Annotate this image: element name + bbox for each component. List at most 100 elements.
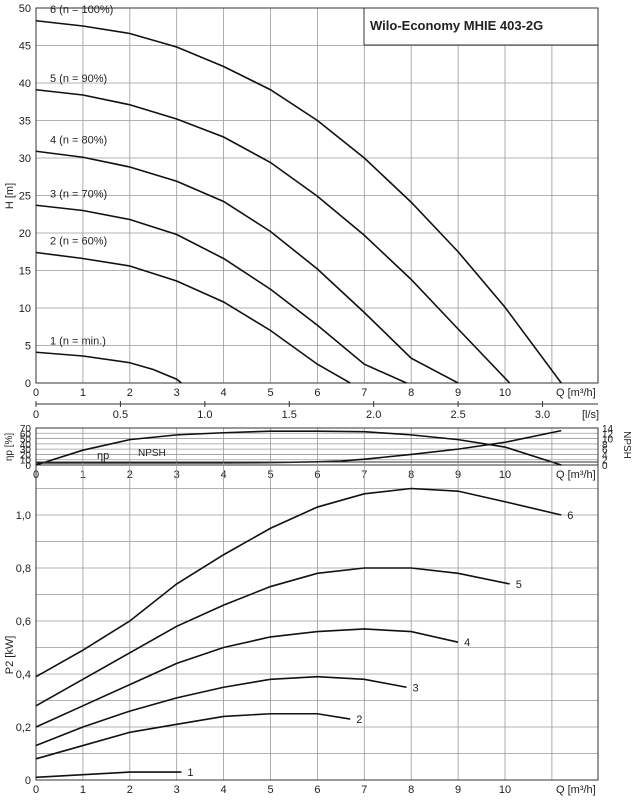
x-tick-label: 2 <box>127 784 133 796</box>
y-tick-label: 25 <box>19 191 31 203</box>
y-tick-label: 1,0 <box>16 510 31 522</box>
efficiency-label: ηp <box>97 450 109 462</box>
x-tick-label: 6 <box>314 387 320 399</box>
y-tick-label: 40 <box>19 78 31 90</box>
x-tick-label: 8 <box>408 387 414 399</box>
power-curve-label: 5 <box>516 579 522 591</box>
x-tick-label: 9 <box>455 784 461 796</box>
x-tick-label: 6 <box>314 784 320 796</box>
ls-tick-label: 1.5 <box>282 409 297 421</box>
curve-label: 6 (n = 100%) <box>50 4 113 16</box>
y-axis-label: P2 [kW] <box>4 636 16 675</box>
head-curve-3 <box>35 204 407 384</box>
power-curve-label: 6 <box>567 510 573 522</box>
curve-label: 3 (n = 70%) <box>50 188 107 200</box>
y-tick-label: 10 <box>20 456 32 467</box>
y-tick-label: 70 <box>20 424 32 435</box>
x-tick-label: 10 <box>499 784 511 796</box>
x-tick-label: 3 <box>174 387 180 399</box>
y-right-tick-label: 4 <box>602 450 608 461</box>
y-right-axis-label: NPSH <box>621 431 632 459</box>
panel-frame-power <box>35 461 599 781</box>
y-tick-label: 0,4 <box>16 669 31 681</box>
x-tick-label: 5 <box>267 387 273 399</box>
head-curve-2 <box>35 251 351 384</box>
chart-title: Wilo-Economy MHIE 403-2G <box>370 18 543 33</box>
x-tick-label: 9 <box>455 387 461 399</box>
head-curve-6 <box>35 19 562 384</box>
x-tick-label: 1 <box>80 784 86 796</box>
y-axis-label: ηp [%] <box>4 433 15 462</box>
ls-tick-label: 3.0 <box>535 409 550 421</box>
y-right-tick-label: 2 <box>602 456 608 467</box>
power-curve-3 <box>35 675 407 747</box>
y-tick-label: 0,2 <box>16 722 31 734</box>
power-curve-5 <box>35 567 510 707</box>
head-curve-1 <box>35 351 182 384</box>
head-curve-4 <box>35 150 459 384</box>
y-right-tick-label: 8 <box>602 440 608 451</box>
y-tick-label: 50 <box>20 435 32 446</box>
panel-frame-head <box>35 7 599 384</box>
curve-label: 4 (n = 80%) <box>50 134 107 146</box>
y-tick-label: 50 <box>19 3 31 15</box>
y-right-tick-label: 0 <box>602 461 608 472</box>
y-tick-label: 15 <box>19 266 31 278</box>
power-curve-4 <box>35 628 459 728</box>
x-tick-label: 0 <box>33 784 39 796</box>
y-tick-label: 5 <box>25 341 31 353</box>
y-tick-label: 60 <box>20 429 32 440</box>
ls-tick-label: 0 <box>33 409 39 421</box>
y-tick-label: 20 <box>20 450 32 461</box>
x-tick-label: 4 <box>221 387 227 399</box>
y-tick-label: 30 <box>20 445 32 456</box>
y-tick-label: 10 <box>19 303 31 315</box>
x-tick-label: 10 <box>499 387 511 399</box>
x-axis-label: Q [m³/h] <box>556 784 596 796</box>
npsh-label: NPSH <box>138 448 166 459</box>
x-tick-label: 7 <box>361 784 367 796</box>
x-axis-label: Q [m³/h] <box>556 469 596 481</box>
head-curve-5 <box>35 88 511 384</box>
curve-label: 5 (n = 90%) <box>50 73 107 85</box>
y-tick-label: 30 <box>19 153 31 165</box>
ls-axis-label: [l/s] <box>582 409 599 421</box>
power-curve-label: 2 <box>356 714 362 726</box>
y-tick-label: 0 <box>25 461 31 472</box>
efficiency-curve <box>35 430 562 466</box>
power-curve-label: 3 <box>413 682 419 694</box>
x-tick-label: 0 <box>33 387 39 399</box>
x-tick-label: 1 <box>80 387 86 399</box>
y-tick-label: 20 <box>19 228 31 240</box>
y-axis-label: H [m] <box>4 183 16 209</box>
title-box <box>363 7 599 46</box>
y-tick-label: 35 <box>19 116 31 128</box>
y-tick-label: 0 <box>25 775 31 787</box>
y-right-tick-label: 6 <box>602 445 608 456</box>
power-curve-6 <box>35 487 562 678</box>
ls-tick-label: 2.5 <box>450 409 465 421</box>
x-axis-label: Q [m³/h] <box>556 387 596 399</box>
y-right-tick-label: 14 <box>602 424 614 435</box>
power-curve-1 <box>35 771 182 779</box>
y-tick-label: 40 <box>20 440 32 451</box>
y-tick-label: 0,6 <box>16 616 31 628</box>
x-tick-label: 4 <box>221 784 227 796</box>
x-tick-label: 8 <box>408 784 414 796</box>
ls-tick-label: 0.5 <box>113 409 128 421</box>
npsh-curve <box>36 429 562 464</box>
y-tick-label: 0 <box>25 378 31 390</box>
y-right-tick-label: 12 <box>602 429 614 440</box>
x-tick-label: 5 <box>267 784 273 796</box>
power-curve-label: 1 <box>187 767 193 779</box>
ls-tick-label: 2.0 <box>366 409 381 421</box>
power-curve-label: 4 <box>464 637 470 649</box>
y-tick-label: 0,8 <box>16 563 31 575</box>
curve-label: 1 (n = min.) <box>50 335 106 347</box>
ls-tick-label: 1.0 <box>197 409 212 421</box>
power-curve-2 <box>35 712 351 760</box>
curve-label: 2 (n = 60%) <box>50 236 107 248</box>
y-right-tick-label: 10 <box>602 435 614 446</box>
x-tick-label: 2 <box>127 387 133 399</box>
